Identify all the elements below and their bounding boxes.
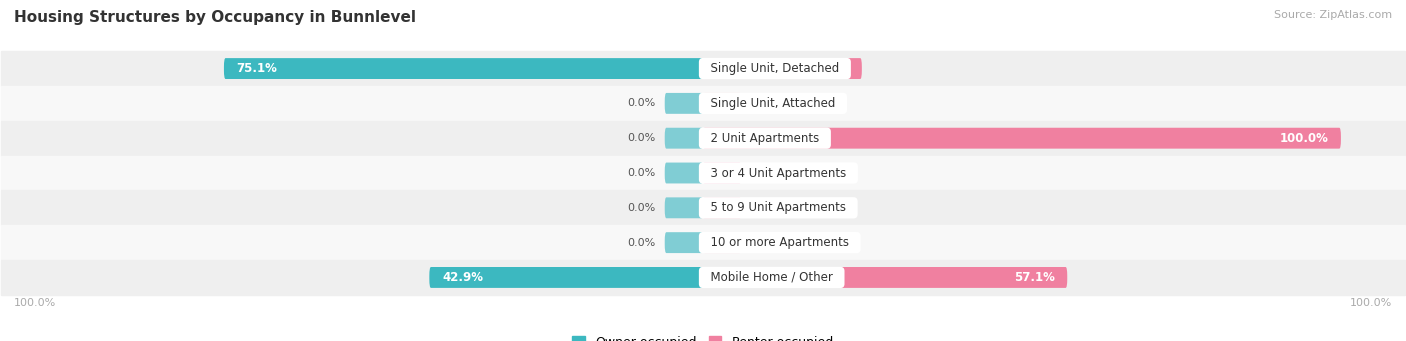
FancyBboxPatch shape [703,197,741,218]
FancyBboxPatch shape [429,267,703,288]
Text: 57.1%: 57.1% [1014,271,1054,284]
Text: 100.0%: 100.0% [1279,132,1329,145]
Bar [1,190,1405,225]
Text: 0.0%: 0.0% [627,98,655,108]
Text: 10 or more Apartments: 10 or more Apartments [703,236,856,249]
Bar [1,86,1405,121]
Bar [1,155,1405,190]
Bar [1,51,1405,86]
FancyBboxPatch shape [703,58,862,79]
Text: 0.0%: 0.0% [751,203,779,213]
FancyBboxPatch shape [665,93,703,114]
FancyBboxPatch shape [703,93,741,114]
Text: 5 to 9 Unit Apartments: 5 to 9 Unit Apartments [703,201,853,214]
Text: 100.0%: 100.0% [1350,298,1392,308]
Bar [1,121,1405,155]
FancyBboxPatch shape [665,197,703,218]
Text: 24.9%: 24.9% [808,62,849,75]
FancyBboxPatch shape [665,232,703,253]
FancyBboxPatch shape [703,232,741,253]
Text: 42.9%: 42.9% [441,271,484,284]
Legend: Owner-occupied, Renter-occupied: Owner-occupied, Renter-occupied [572,336,834,341]
Text: 0.0%: 0.0% [751,168,779,178]
Text: Single Unit, Detached: Single Unit, Detached [703,62,846,75]
Text: Source: ZipAtlas.com: Source: ZipAtlas.com [1274,10,1392,20]
Text: 0.0%: 0.0% [627,133,655,143]
Text: 0.0%: 0.0% [627,168,655,178]
Text: Housing Structures by Occupancy in Bunnlevel: Housing Structures by Occupancy in Bunnl… [14,10,416,25]
FancyBboxPatch shape [703,163,741,183]
Text: Mobile Home / Other: Mobile Home / Other [703,271,841,284]
FancyBboxPatch shape [224,58,703,79]
Text: Single Unit, Attached: Single Unit, Attached [703,97,842,110]
FancyBboxPatch shape [665,128,703,149]
Text: 0.0%: 0.0% [751,98,779,108]
FancyBboxPatch shape [665,163,703,183]
Text: 3 or 4 Unit Apartments: 3 or 4 Unit Apartments [703,166,853,179]
Bar [1,225,1405,260]
Text: 75.1%: 75.1% [236,62,277,75]
Text: 0.0%: 0.0% [627,203,655,213]
FancyBboxPatch shape [703,267,1067,288]
Text: 0.0%: 0.0% [627,238,655,248]
Bar [1,260,1405,295]
Text: 100.0%: 100.0% [14,298,56,308]
FancyBboxPatch shape [703,128,1341,149]
Text: 2 Unit Apartments: 2 Unit Apartments [703,132,827,145]
Text: 0.0%: 0.0% [751,238,779,248]
